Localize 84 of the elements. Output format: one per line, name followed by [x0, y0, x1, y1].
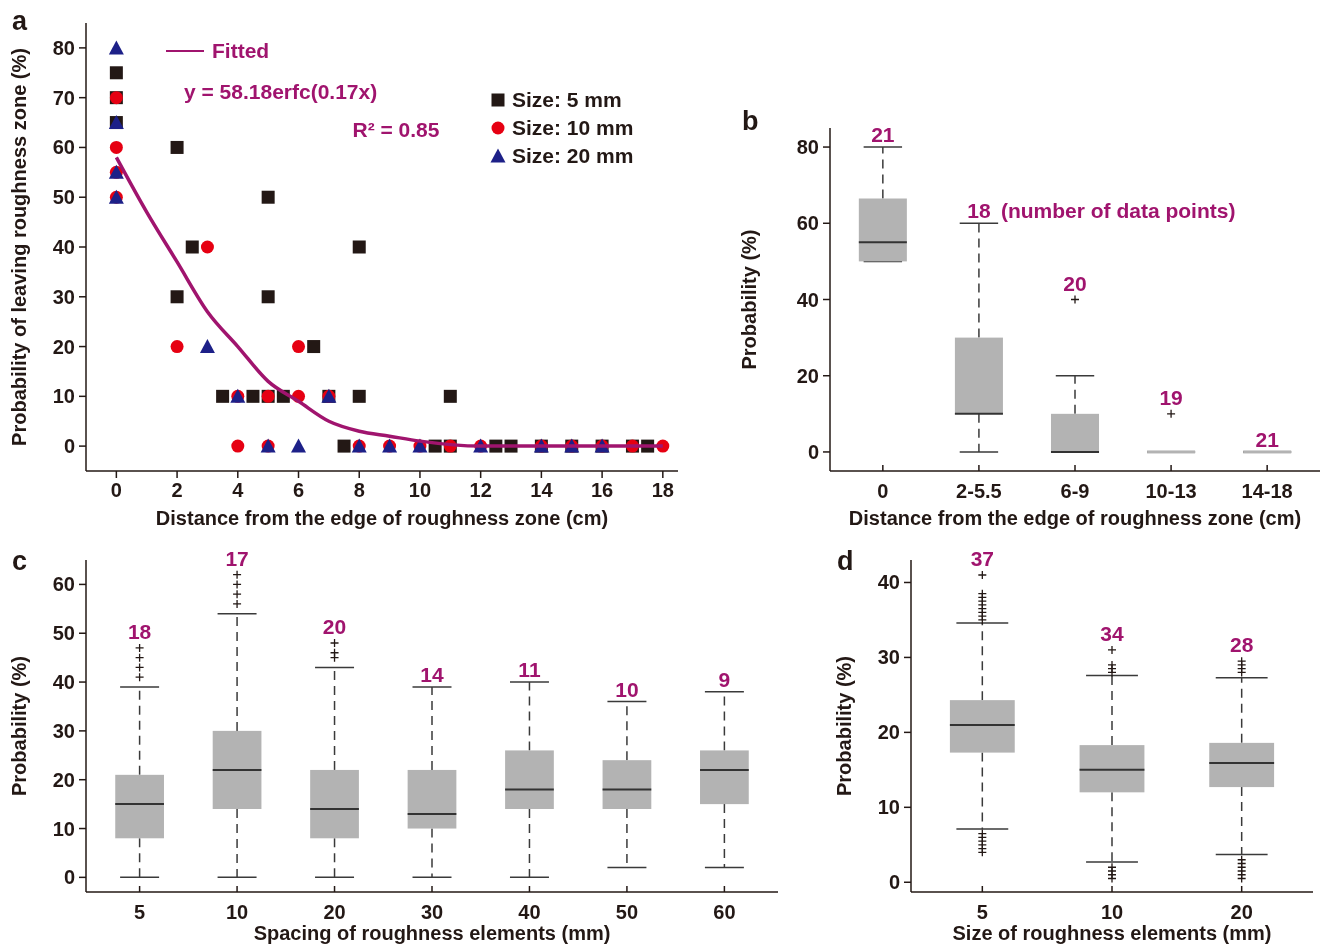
- x-tick-label: 10: [1100, 901, 1124, 923]
- x-tick-label: 8: [353, 479, 365, 501]
- x-axis-title: Spacing of roughness elements (mm): [253, 922, 611, 944]
- y-axis-title: Probability (%): [8, 655, 30, 797]
- y-tick-label: 30: [52, 719, 75, 742]
- x-tick-label: 10: [408, 479, 432, 501]
- legend-label: Size: 10 mm: [512, 116, 634, 140]
- y-tick-label: 10: [52, 817, 75, 840]
- y-tick-label: 60: [52, 573, 75, 596]
- x-tick-label: 12: [469, 479, 492, 501]
- annotation: 10: [615, 677, 639, 701]
- annotation: R² = 0.85: [352, 118, 440, 141]
- y-tick-label: 20: [52, 335, 75, 358]
- x-tick-label: 14: [530, 479, 554, 501]
- y-tick-label: 20: [796, 364, 819, 387]
- annotation: (number of data points): [1000, 199, 1236, 223]
- annotation: 18: [967, 199, 991, 223]
- y-tick-label: 60: [796, 212, 819, 235]
- annotation: 18: [127, 619, 152, 643]
- x-tick-label: 5: [134, 901, 146, 923]
- annotation: 14: [420, 662, 444, 686]
- annotation: 21: [871, 123, 895, 147]
- y-tick-label: 40: [52, 671, 75, 694]
- y-tick-label: 40: [52, 236, 75, 258]
- chart-title: b: [742, 106, 759, 136]
- y-tick-label: 10: [877, 796, 900, 819]
- y-tick-label: 60: [52, 136, 75, 159]
- x-tick-label: 10: [225, 901, 249, 923]
- y-tick-label: 20: [877, 721, 900, 744]
- x-axis-title: Size of roughness elements (mm): [952, 922, 1272, 944]
- annotation: 34: [1100, 621, 1124, 645]
- annotation: 20: [1063, 271, 1087, 295]
- y-tick-label: 10: [52, 385, 75, 408]
- y-tick-label: 40: [796, 288, 819, 311]
- annotation: 20: [322, 615, 347, 638]
- annotation: y = 58.18erfc(0.17x): [184, 80, 378, 103]
- y-tick-label: 40: [877, 571, 900, 594]
- y-tick-label: 70: [52, 86, 75, 109]
- legend-label: Size: 5 mm: [512, 88, 622, 112]
- y-tick-label: 0: [63, 866, 75, 889]
- annotation: 37: [970, 546, 994, 570]
- y-tick-label: 0: [63, 435, 75, 458]
- annotation: 28: [1230, 633, 1254, 657]
- chart-title: c: [12, 546, 28, 576]
- x-tick-label: 14-18: [1241, 480, 1293, 502]
- annotation: 19: [1159, 385, 1183, 409]
- x-tick-label: 10-13: [1145, 480, 1197, 502]
- y-tick-label: 0: [888, 871, 900, 894]
- annotation: 9: [718, 667, 731, 691]
- x-tick-label: 0: [110, 479, 122, 501]
- x-tick-label: 40: [518, 901, 541, 923]
- x-tick-label: 16: [590, 479, 614, 501]
- x-tick-label: 6-9: [1060, 480, 1090, 502]
- x-tick-label: 2: [171, 479, 183, 501]
- y-tick-label: 80: [796, 136, 819, 159]
- x-axis-title: Distance from the edge of roughness zone (cm): [155, 507, 609, 529]
- x-tick-label: 60: [713, 901, 736, 923]
- x-axis-title: Distance from the edge of roughness zone (cm): [848, 507, 1302, 529]
- y-tick-label: 80: [52, 36, 75, 59]
- annotation: 11: [518, 658, 541, 682]
- chart-title: d: [837, 546, 854, 576]
- y-axis-title: Probability (%): [738, 229, 760, 370]
- annotation: 21: [1255, 427, 1280, 451]
- annotation: 17: [225, 546, 249, 570]
- x-tick-label: 5: [976, 901, 988, 923]
- legend-label: Fitted: [212, 39, 270, 63]
- x-tick-label: 30: [420, 901, 444, 923]
- x-tick-label: 4: [232, 479, 245, 501]
- x-tick-label: 18: [651, 479, 674, 501]
- x-tick-label: 50: [615, 901, 639, 923]
- legend-label: Size: 20 mm: [512, 144, 634, 168]
- y-axis-title: Probability of leaving roughness zone (%): [8, 48, 30, 446]
- y-tick-label: 20: [52, 768, 75, 791]
- x-tick-label: 20: [323, 901, 346, 923]
- x-tick-label: 6: [292, 479, 305, 501]
- y-tick-label: 0: [807, 440, 819, 463]
- x-tick-label: 20: [1230, 901, 1253, 923]
- y-tick-label: 50: [52, 622, 75, 645]
- y-tick-label: 30: [52, 285, 75, 308]
- y-tick-label: 30: [877, 646, 900, 669]
- y-tick-label: 50: [52, 186, 75, 209]
- y-axis-title: Probability (%): [833, 655, 855, 797]
- chart-title: a: [12, 6, 28, 36]
- x-tick-label: 2-5.5: [956, 480, 1002, 502]
